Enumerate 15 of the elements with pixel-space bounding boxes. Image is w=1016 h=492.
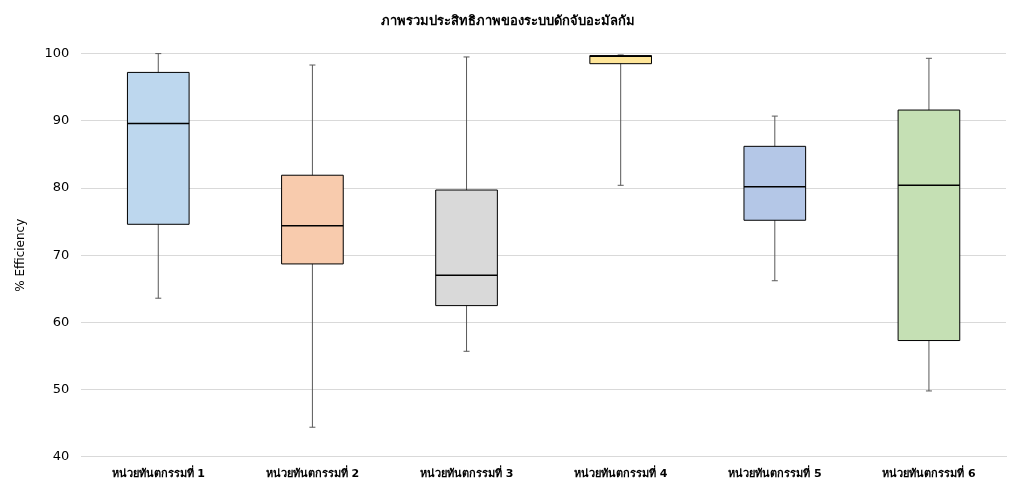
x-tick-label: หน่วยทันตกรรมที่ 2 bbox=[265, 465, 360, 481]
y-tick-label: 70 bbox=[52, 246, 70, 262]
y-tick-label: 80 bbox=[52, 179, 70, 195]
x-tick-label: หน่วยทันตกรรมที่ 4 bbox=[573, 465, 668, 481]
y-tick-label: 100 bbox=[44, 44, 70, 60]
x-tick-label: หน่วยทันตกรรมที่ 3 bbox=[419, 465, 514, 481]
x-tick-label: หน่วยทันตกรรมที่ 6 bbox=[882, 465, 977, 481]
y-tick-label: 40 bbox=[52, 448, 70, 464]
y-tick-label: 90 bbox=[52, 112, 70, 128]
x-tick-label: หน่วยทันตกรรมที่ 5 bbox=[728, 465, 822, 481]
chart-title: ภาพรวมประสิทธิภาพของระบบดักจับอะมัลกัม bbox=[381, 13, 635, 29]
x-tick-label: หน่วยทันตกรรมที่ 1 bbox=[111, 465, 206, 481]
y-axis-title: % Efficiency bbox=[13, 218, 28, 292]
y-tick-label: 60 bbox=[52, 313, 70, 329]
y-tick-label: 50 bbox=[52, 380, 70, 396]
